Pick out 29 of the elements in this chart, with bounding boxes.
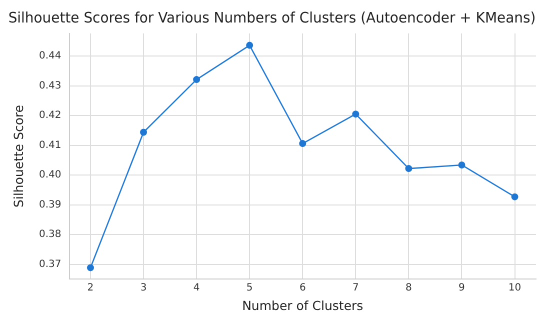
x-tick-label: 9 (458, 282, 465, 294)
x-axis-title: Number of Clusters (242, 298, 364, 313)
point (246, 42, 254, 49)
y-tick-label: 0.40 (39, 170, 62, 181)
point (86, 264, 94, 272)
x-tick-label: 5 (246, 282, 253, 294)
y-tick-label: 0.42 (39, 110, 62, 122)
point (511, 193, 518, 200)
y-tick-label: 0.37 (39, 259, 62, 270)
point (140, 128, 148, 136)
x-tick-label: 6 (299, 282, 306, 294)
x-tick-label: 3 (140, 282, 147, 294)
x-tick-label: 7 (352, 282, 359, 294)
y-axis-title: Silhouette Score (10, 104, 26, 208)
y-tick-label: 0.44 (39, 50, 62, 62)
chart-title: Silhouette Scores for Various Numbers of Clusters (Autoencoder + KMeans) (8, 10, 536, 27)
point (405, 165, 412, 172)
point (458, 161, 466, 168)
x-tick-label: 8 (406, 282, 412, 294)
x-tick-label: 2 (87, 282, 94, 294)
x-tick-label: 10 (508, 282, 522, 294)
point (193, 76, 200, 84)
x-tick-label: 4 (193, 282, 200, 294)
y-tick-label: 0.39 (39, 199, 62, 210)
y-tick-label: 0.43 (39, 80, 62, 92)
point (299, 140, 306, 148)
y-tick-label: 0.41 (39, 140, 62, 151)
y-tick-label: 0.38 (39, 229, 62, 240)
point (352, 110, 360, 118)
